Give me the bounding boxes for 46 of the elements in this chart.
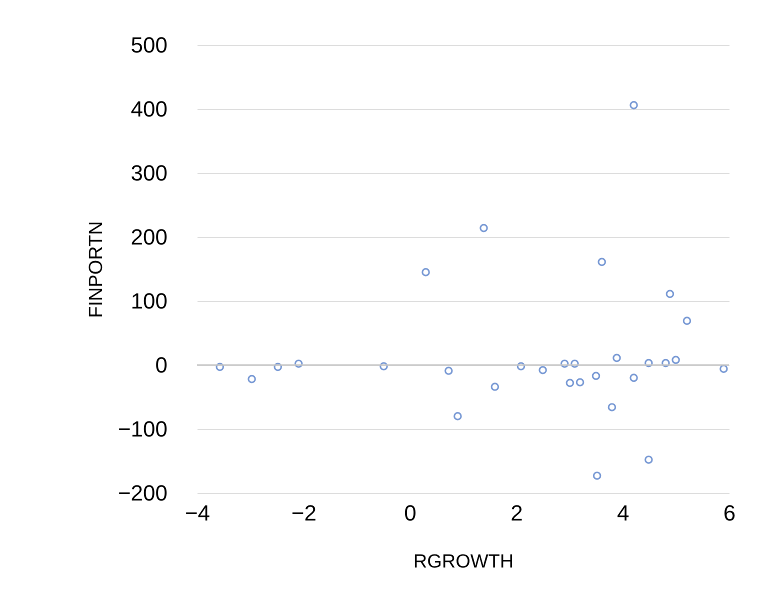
point	[444, 366, 453, 375]
point	[516, 362, 526, 370]
point	[592, 472, 602, 480]
point	[630, 101, 638, 110]
point	[682, 316, 692, 325]
point	[662, 358, 670, 368]
y-tick-label: 100	[130, 288, 168, 314]
point	[672, 356, 680, 364]
y-tick-label: 300	[130, 160, 168, 186]
point	[538, 366, 547, 374]
point	[422, 268, 430, 276]
point	[644, 456, 653, 464]
y-tick-label: 500	[130, 32, 168, 58]
point	[566, 378, 574, 388]
point	[248, 374, 256, 384]
point	[490, 382, 500, 391]
y-tick-label: −100	[118, 416, 168, 442]
x-tick-label: 6	[723, 500, 736, 526]
point	[592, 372, 600, 380]
x-axis-title: RGROWTH	[413, 552, 514, 572]
point	[560, 360, 569, 368]
point	[294, 360, 303, 368]
point	[720, 364, 728, 373]
y-tick-label: 200	[130, 224, 168, 250]
point	[666, 290, 674, 298]
x-tick-label: −2	[291, 500, 316, 526]
point	[480, 224, 488, 232]
y-tick-label: −200	[118, 480, 168, 506]
point	[576, 378, 584, 386]
point	[608, 403, 616, 412]
x-tick-label: 2	[510, 500, 523, 526]
point	[630, 374, 638, 382]
x-tick-label: 0	[404, 500, 416, 526]
point	[216, 362, 224, 372]
x-tick-label: −4	[184, 500, 210, 526]
point	[644, 358, 653, 368]
point	[598, 258, 606, 266]
point	[612, 354, 621, 362]
y-tick-label: 0	[155, 352, 168, 378]
y-tick-label: 400	[130, 96, 168, 122]
point	[380, 362, 388, 370]
point	[274, 362, 282, 372]
y-axis-title: FINPORTN	[86, 221, 107, 318]
x-tick-label: 4	[616, 500, 630, 526]
point	[454, 412, 462, 420]
point	[570, 360, 579, 368]
